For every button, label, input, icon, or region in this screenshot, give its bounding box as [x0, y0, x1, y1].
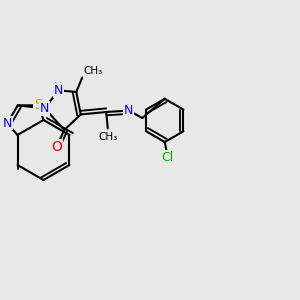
Text: S: S: [34, 98, 43, 112]
Text: N: N: [54, 84, 63, 97]
Text: O: O: [51, 140, 62, 154]
Text: Cl: Cl: [161, 151, 173, 164]
Text: CH₃: CH₃: [84, 66, 103, 76]
Text: CH₃: CH₃: [98, 131, 117, 142]
Text: N: N: [124, 104, 134, 117]
Text: H: H: [54, 82, 62, 92]
Text: N: N: [40, 102, 50, 115]
Text: N: N: [3, 117, 12, 130]
